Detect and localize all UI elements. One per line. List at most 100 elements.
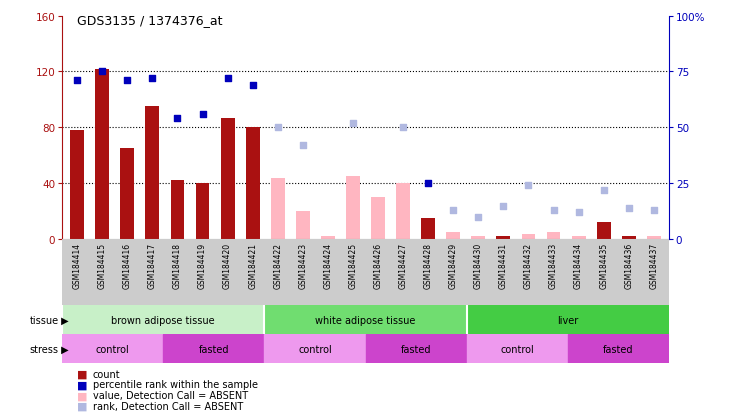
Text: tissue: tissue (29, 315, 58, 325)
Text: GSM184433: GSM184433 (549, 242, 558, 288)
Text: ■: ■ (77, 369, 87, 379)
Point (172, 116, 183, 122)
Bar (371, 198, 385, 240)
Point (297, 142, 308, 149)
Text: GSM184427: GSM184427 (398, 242, 408, 288)
Bar (471, 237, 485, 240)
Text: GSM184424: GSM184424 (323, 242, 333, 288)
Point (247, 82, 259, 89)
Text: GSM184434: GSM184434 (574, 242, 583, 288)
Bar (321, 237, 335, 240)
Text: rank, Detection Call = ABSENT: rank, Detection Call = ABSENT (93, 401, 243, 411)
Bar (265, 306, 466, 335)
Bar (221, 118, 235, 240)
Bar (95, 69, 109, 240)
Point (523, 183, 534, 189)
Bar (568, 335, 669, 363)
Text: GDS3135 / 1374376_at: GDS3135 / 1374376_at (77, 14, 222, 27)
Bar (622, 237, 636, 240)
Point (72, 78, 83, 85)
Point (447, 207, 459, 214)
Point (96, 69, 108, 76)
Text: white adipose tissue: white adipose tissue (315, 315, 416, 325)
Text: GSM184414: GSM184414 (72, 242, 82, 288)
Point (347, 120, 359, 127)
Point (197, 112, 208, 118)
Bar (447, 233, 460, 240)
Point (648, 207, 659, 214)
Bar (421, 218, 435, 240)
Text: count: count (93, 369, 121, 379)
Text: fasted: fasted (401, 344, 431, 354)
Text: value, Detection Call = ABSENT: value, Detection Call = ABSENT (93, 390, 248, 400)
Text: ■: ■ (77, 401, 87, 411)
Text: GSM184423: GSM184423 (298, 242, 307, 288)
Point (498, 203, 510, 209)
Bar (271, 178, 284, 240)
Point (272, 125, 284, 131)
Bar (496, 237, 510, 240)
Text: control: control (298, 344, 332, 354)
Bar (62, 306, 265, 335)
Text: GSM184436: GSM184436 (624, 242, 633, 288)
Point (221, 76, 233, 82)
Point (472, 214, 484, 221)
Text: control: control (500, 344, 534, 354)
Text: ▶: ▶ (58, 344, 69, 354)
Text: brown adipose tissue: brown adipose tissue (111, 315, 215, 325)
Bar (346, 177, 360, 240)
Point (623, 205, 635, 211)
Bar (265, 335, 366, 363)
Bar (572, 237, 586, 240)
Bar (121, 149, 135, 240)
Text: GSM184437: GSM184437 (649, 242, 659, 288)
Text: GSM184418: GSM184418 (173, 242, 182, 288)
Bar (547, 233, 561, 240)
Text: GSM184416: GSM184416 (123, 242, 132, 288)
Bar (196, 184, 209, 240)
Text: GSM184419: GSM184419 (198, 242, 207, 288)
Text: ■: ■ (77, 380, 87, 389)
Text: GSM184426: GSM184426 (374, 242, 382, 288)
Text: GSM184417: GSM184417 (148, 242, 157, 288)
Bar (70, 131, 84, 240)
Text: GSM184428: GSM184428 (424, 242, 433, 288)
Text: GSM184429: GSM184429 (449, 242, 458, 288)
Text: percentile rank within the sample: percentile rank within the sample (93, 380, 258, 389)
Text: stress: stress (29, 344, 58, 354)
Bar (466, 306, 669, 335)
Text: GSM184421: GSM184421 (249, 242, 257, 288)
Text: liver: liver (557, 315, 578, 325)
Text: GSM184432: GSM184432 (524, 242, 533, 288)
Text: GSM184422: GSM184422 (273, 242, 282, 288)
Point (548, 207, 559, 214)
Bar (163, 335, 265, 363)
Point (423, 180, 434, 187)
Text: ■: ■ (77, 390, 87, 400)
Point (146, 76, 158, 82)
Bar (62, 335, 163, 363)
Bar (170, 181, 184, 240)
Bar (296, 211, 310, 240)
Point (397, 125, 409, 131)
Text: GSM184430: GSM184430 (474, 242, 482, 288)
Bar (647, 237, 661, 240)
Text: control: control (96, 344, 129, 354)
Text: GSM184420: GSM184420 (223, 242, 232, 288)
Bar (246, 128, 260, 240)
Text: ▶: ▶ (58, 315, 69, 325)
Text: fasted: fasted (603, 344, 634, 354)
Bar (522, 234, 535, 240)
Point (573, 209, 585, 216)
Text: GSM184415: GSM184415 (98, 242, 107, 288)
Point (121, 78, 133, 85)
Bar (145, 107, 159, 240)
Bar (596, 223, 610, 240)
Point (598, 187, 610, 194)
Text: fasted: fasted (199, 344, 229, 354)
Text: GSM184425: GSM184425 (349, 242, 357, 288)
Bar (366, 335, 466, 363)
Bar (396, 184, 410, 240)
Bar (466, 335, 568, 363)
Text: GSM184435: GSM184435 (599, 242, 608, 288)
